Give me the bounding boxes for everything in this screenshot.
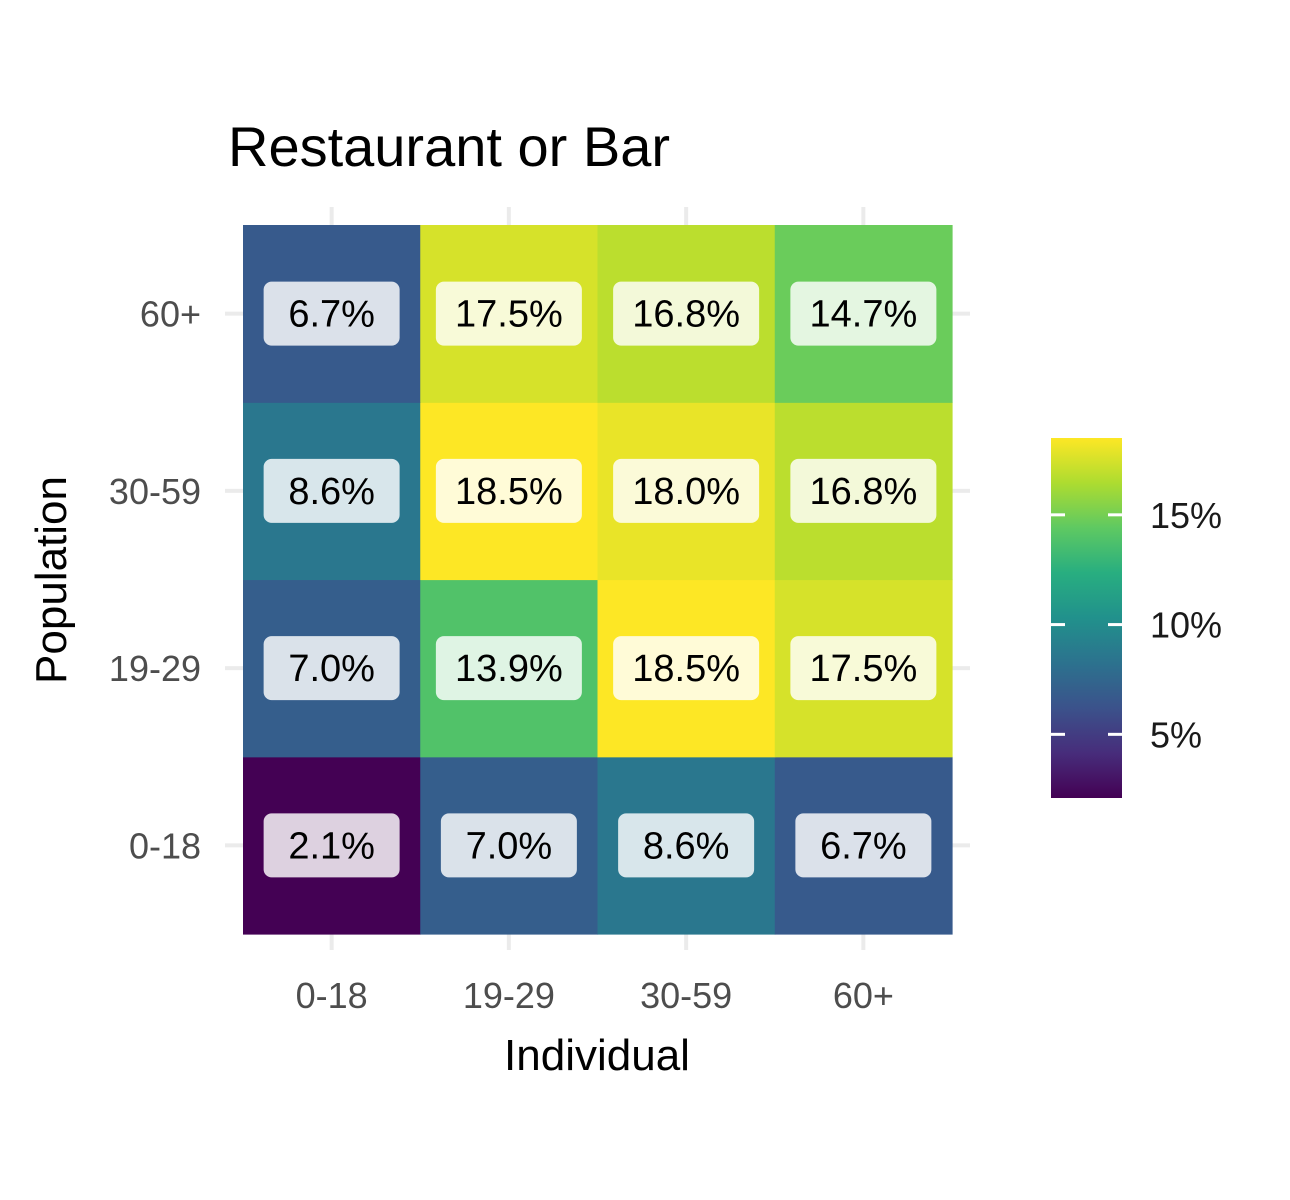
cell-label: 18.0% (613, 458, 760, 523)
cell-label-box (790, 281, 937, 346)
cell-label-text: 6.7% (820, 825, 907, 867)
color-legend: 5% 10% 15% (1051, 438, 1222, 798)
cell-label-box (263, 281, 400, 346)
cell-label: 17.5% (435, 281, 582, 346)
cell-label-text: 16.8% (810, 471, 918, 513)
axes: 0-18 19-29 30-59 60+ 0-18 19-29 30-59 60+ (109, 294, 894, 1016)
y-tick-label: 30-59 (109, 471, 201, 512)
cell-label: 8.6% (618, 813, 755, 878)
cell-label-box (613, 636, 760, 701)
cell-label: 8.6% (263, 458, 400, 523)
cell-label: 16.8% (790, 458, 937, 523)
cell-label-text: 17.5% (810, 648, 918, 690)
cell-label-text: 18.0% (632, 471, 740, 513)
cell-label-text: 18.5% (632, 648, 740, 690)
y-tick-label: 60+ (140, 294, 201, 335)
cell-label-box (613, 458, 760, 523)
cell-label-text: 8.6% (288, 471, 375, 513)
y-axis-title: Population (27, 476, 76, 684)
cell-label: 13.9% (435, 636, 582, 701)
legend-colorbar (1051, 438, 1122, 798)
cell-label-box (435, 636, 582, 701)
cell-label-box (790, 636, 937, 701)
cell-label-box (795, 813, 932, 878)
cell-label-box (790, 458, 937, 523)
x-axis-title: Individual (504, 1031, 690, 1080)
legend-tick-label: 5% (1150, 714, 1202, 755)
cell-label: 7.0% (440, 813, 577, 878)
cell-label-text: 17.5% (455, 294, 563, 336)
cell-label-text: 8.6% (643, 825, 730, 867)
cell-label-box (435, 458, 582, 523)
x-tick-label: 19-29 (463, 975, 555, 1016)
cell-label: 18.5% (613, 636, 760, 701)
cell-label: 6.7% (795, 813, 932, 878)
cell-label: 2.1% (263, 813, 400, 878)
cell-label-text: 2.1% (288, 825, 375, 867)
cell-label-text: 18.5% (455, 471, 563, 513)
legend-tick-label: 10% (1150, 605, 1222, 646)
cell-label-text: 16.8% (632, 294, 740, 336)
y-tick-label: 19-29 (109, 648, 201, 689)
cell-label: 17.5% (790, 636, 937, 701)
x-tick-label: 0-18 (296, 975, 368, 1016)
cell-label-box (618, 813, 755, 878)
cell-label: 18.5% (435, 458, 582, 523)
x-tick-label: 30-59 (640, 975, 732, 1016)
cell-label: 7.0% (263, 636, 400, 701)
cell-label: 14.7% (790, 281, 937, 346)
legend-tick-label: 15% (1150, 495, 1222, 536)
cell-label-text: 14.7% (810, 294, 918, 336)
cell-label-box (263, 636, 400, 701)
cell-label: 16.8% (613, 281, 760, 346)
cell-labels: 2.1% 7.0% 8.6% 6.7% 7.0% 13.9% 18.5% 17.5% 8.6% 1… (263, 281, 937, 878)
cell-label-box (440, 813, 577, 878)
cell-label-text: 7.0% (466, 825, 553, 867)
cell-label-text: 6.7% (288, 294, 375, 336)
cell-label-box (613, 281, 760, 346)
y-tick-label: 0-18 (129, 825, 201, 866)
cell-label: 6.7% (263, 281, 400, 346)
cell-label-text: 13.9% (455, 648, 563, 690)
chart-title: Restaurant or Bar (228, 115, 670, 178)
cell-label-text: 7.0% (288, 648, 375, 690)
x-tick-label: 60+ (833, 975, 894, 1016)
cell-label-box (263, 458, 400, 523)
cell-label-box (263, 813, 400, 878)
cell-label-box (435, 281, 582, 346)
